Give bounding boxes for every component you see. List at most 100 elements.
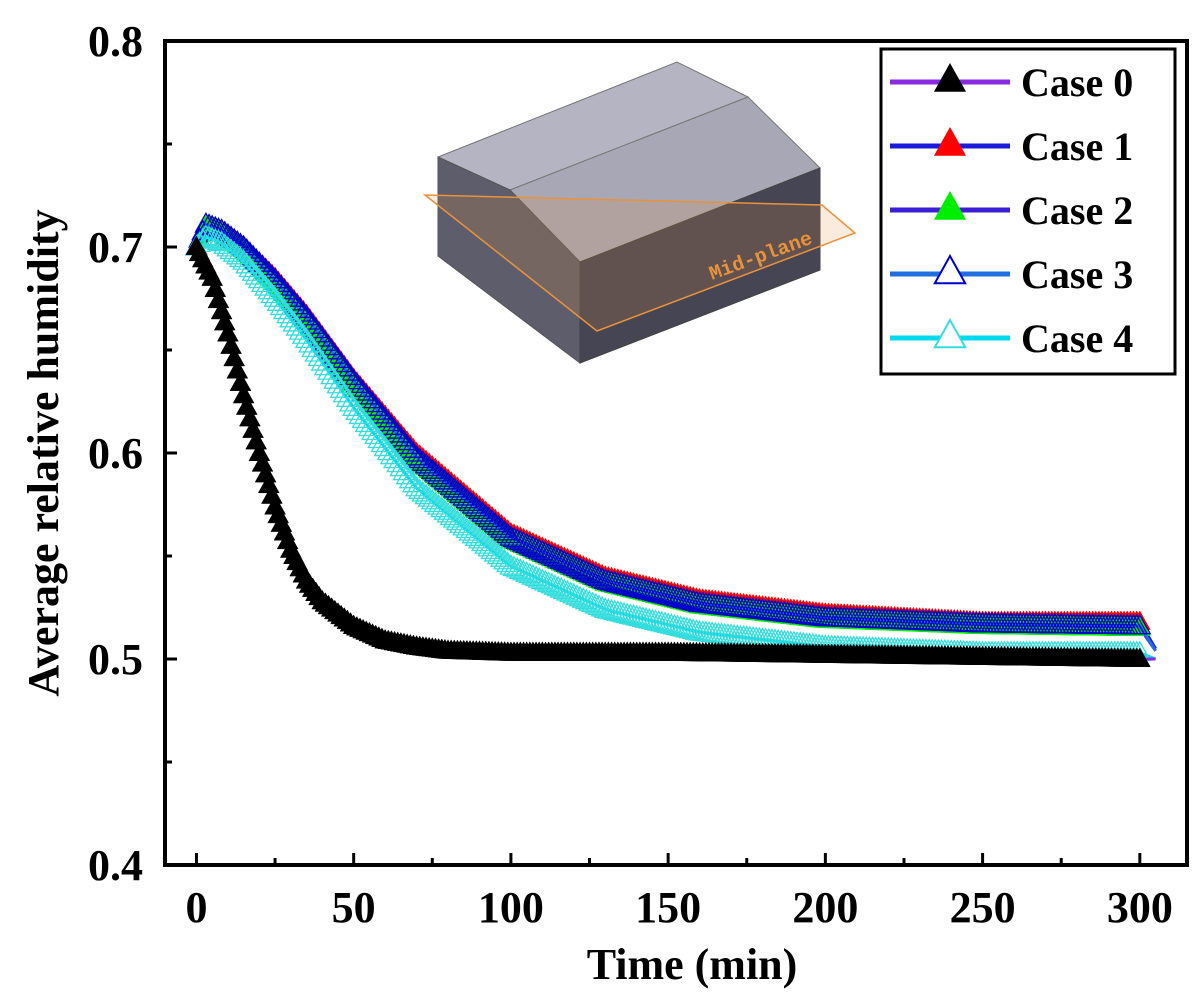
legend-marker [933, 317, 967, 349]
data-point-case-4 [565, 584, 589, 605]
data-point-case-4 [477, 535, 501, 557]
data-point-case-3 [430, 466, 454, 487]
data-point-case-3 [442, 476, 466, 498]
data-point-case-3 [508, 529, 532, 551]
data-point-case-3 [555, 551, 580, 572]
inset-mid-plane [422, 194, 857, 332]
data-point-case-4 [222, 241, 246, 262]
data-point-case-4 [568, 585, 592, 607]
data-point-case-3 [452, 484, 476, 506]
data-point-case-4 [480, 538, 504, 559]
data-point-case-4 [442, 506, 466, 528]
data-point-case-4 [430, 496, 454, 518]
data-point-case-3 [464, 495, 488, 517]
data-point-case-4 [533, 569, 558, 591]
data-point-case-4 [559, 581, 583, 603]
y-tick-label: 0.8 [88, 17, 143, 66]
data-point-case-4 [584, 592, 608, 614]
data-point-case-3 [496, 522, 520, 544]
data-point-case-3 [530, 539, 554, 561]
data-point-case-4 [408, 478, 432, 499]
data-point-case-3 [405, 444, 429, 466]
data-point-case-4 [549, 577, 573, 598]
data-point-case-4 [587, 594, 611, 616]
data-point-case-3 [423, 460, 447, 482]
data-point-case-4 [455, 517, 479, 539]
data-point-case-3 [420, 458, 444, 479]
data-point-case-3 [584, 564, 608, 585]
legend-entry-case-3: Case 3 [890, 252, 1133, 297]
data-point-case-3 [511, 530, 536, 552]
x-tick-label: 100 [478, 883, 544, 932]
data-point-case-4 [458, 520, 482, 541]
data-point-case-4 [546, 575, 570, 597]
data-point-case-3 [549, 548, 573, 569]
data-point-case-3 [483, 511, 507, 533]
data-point-case-4 [200, 226, 224, 248]
axis-ticks: 0 50 100 150 200 250 300 0.4 0.5 0.6 0.7 0.8 [88, 17, 1173, 932]
data-point-case-4 [439, 504, 463, 526]
data-point-case-4 [219, 238, 243, 260]
data-point-case-4 [515, 561, 539, 582]
data-point-case-3 [521, 535, 545, 556]
x-tick-label: 150 [635, 883, 701, 932]
data-point-case-4 [574, 588, 598, 610]
data-point-case-3 [543, 545, 567, 566]
y-tick-label: 0.4 [88, 841, 143, 890]
data-point-case-4 [474, 533, 498, 554]
data-point-case-3 [449, 482, 473, 503]
legend-items: Case 0 Case 1 Case 2 Case 3 Case 4 [890, 60, 1133, 361]
data-point-case-4 [203, 228, 227, 249]
data-point-case-4 [483, 540, 507, 562]
data-point-case-4 [555, 579, 580, 601]
data-point-case-4 [543, 574, 567, 595]
data-point-case-3 [493, 519, 517, 541]
legend-marker [933, 62, 967, 92]
data-point-case-4 [493, 548, 517, 570]
data-point-case-4 [518, 562, 542, 584]
data-point-case-0 [1128, 647, 1151, 667]
data-point-case-4 [464, 525, 488, 546]
data-point-case-3 [408, 447, 432, 469]
data-point-case-3 [411, 450, 435, 471]
data-point-case-4 [206, 229, 231, 250]
legend: Case 0 Case 1 Case 2 Case 3 Case 4 [879, 47, 1177, 376]
y-axis-title: Average relative humidity [19, 209, 68, 696]
legend-marker [933, 190, 967, 220]
data-point-case-4 [433, 499, 457, 520]
data-point-case-3 [461, 492, 485, 514]
data-point-case-4 [505, 556, 529, 578]
data-point-case-3 [540, 543, 564, 565]
legend-marker [933, 126, 967, 156]
series-layer [184, 212, 1157, 667]
data-point-case-4 [537, 571, 561, 592]
data-point-case-4 [445, 509, 470, 531]
data-point-case-3 [499, 525, 523, 546]
data-point-case-3 [436, 471, 460, 493]
data-point-case-4 [461, 522, 485, 544]
data-point-case-3 [577, 561, 602, 582]
data-point-case-4 [414, 483, 438, 505]
data-point-case-3 [587, 565, 611, 587]
data-point-case-4 [411, 480, 435, 502]
data-point-case-3 [562, 553, 586, 575]
data-point-case-4 [562, 582, 586, 604]
data-point-case-4 [405, 475, 429, 497]
data-point-case-3 [515, 532, 539, 554]
data-point-case-4 [581, 591, 605, 613]
data-point-case-4 [540, 572, 564, 594]
data-point-case-4 [489, 546, 514, 567]
data-point-case-4 [530, 568, 554, 590]
y-tick-label: 0.6 [88, 429, 143, 478]
x-tick-label: 250 [950, 883, 1016, 932]
data-point-case-4 [452, 514, 476, 536]
x-tick-label: 200 [792, 883, 858, 932]
y-tick-label: 0.7 [88, 223, 143, 272]
data-point-case-4 [427, 493, 451, 515]
data-point-case-3 [414, 452, 438, 474]
data-point-case-4 [420, 488, 444, 510]
data-point-case-4 [213, 233, 237, 254]
data-point-case-4 [499, 553, 523, 575]
data-point-case-3 [568, 556, 592, 578]
data-point-case-3 [1128, 613, 1152, 635]
